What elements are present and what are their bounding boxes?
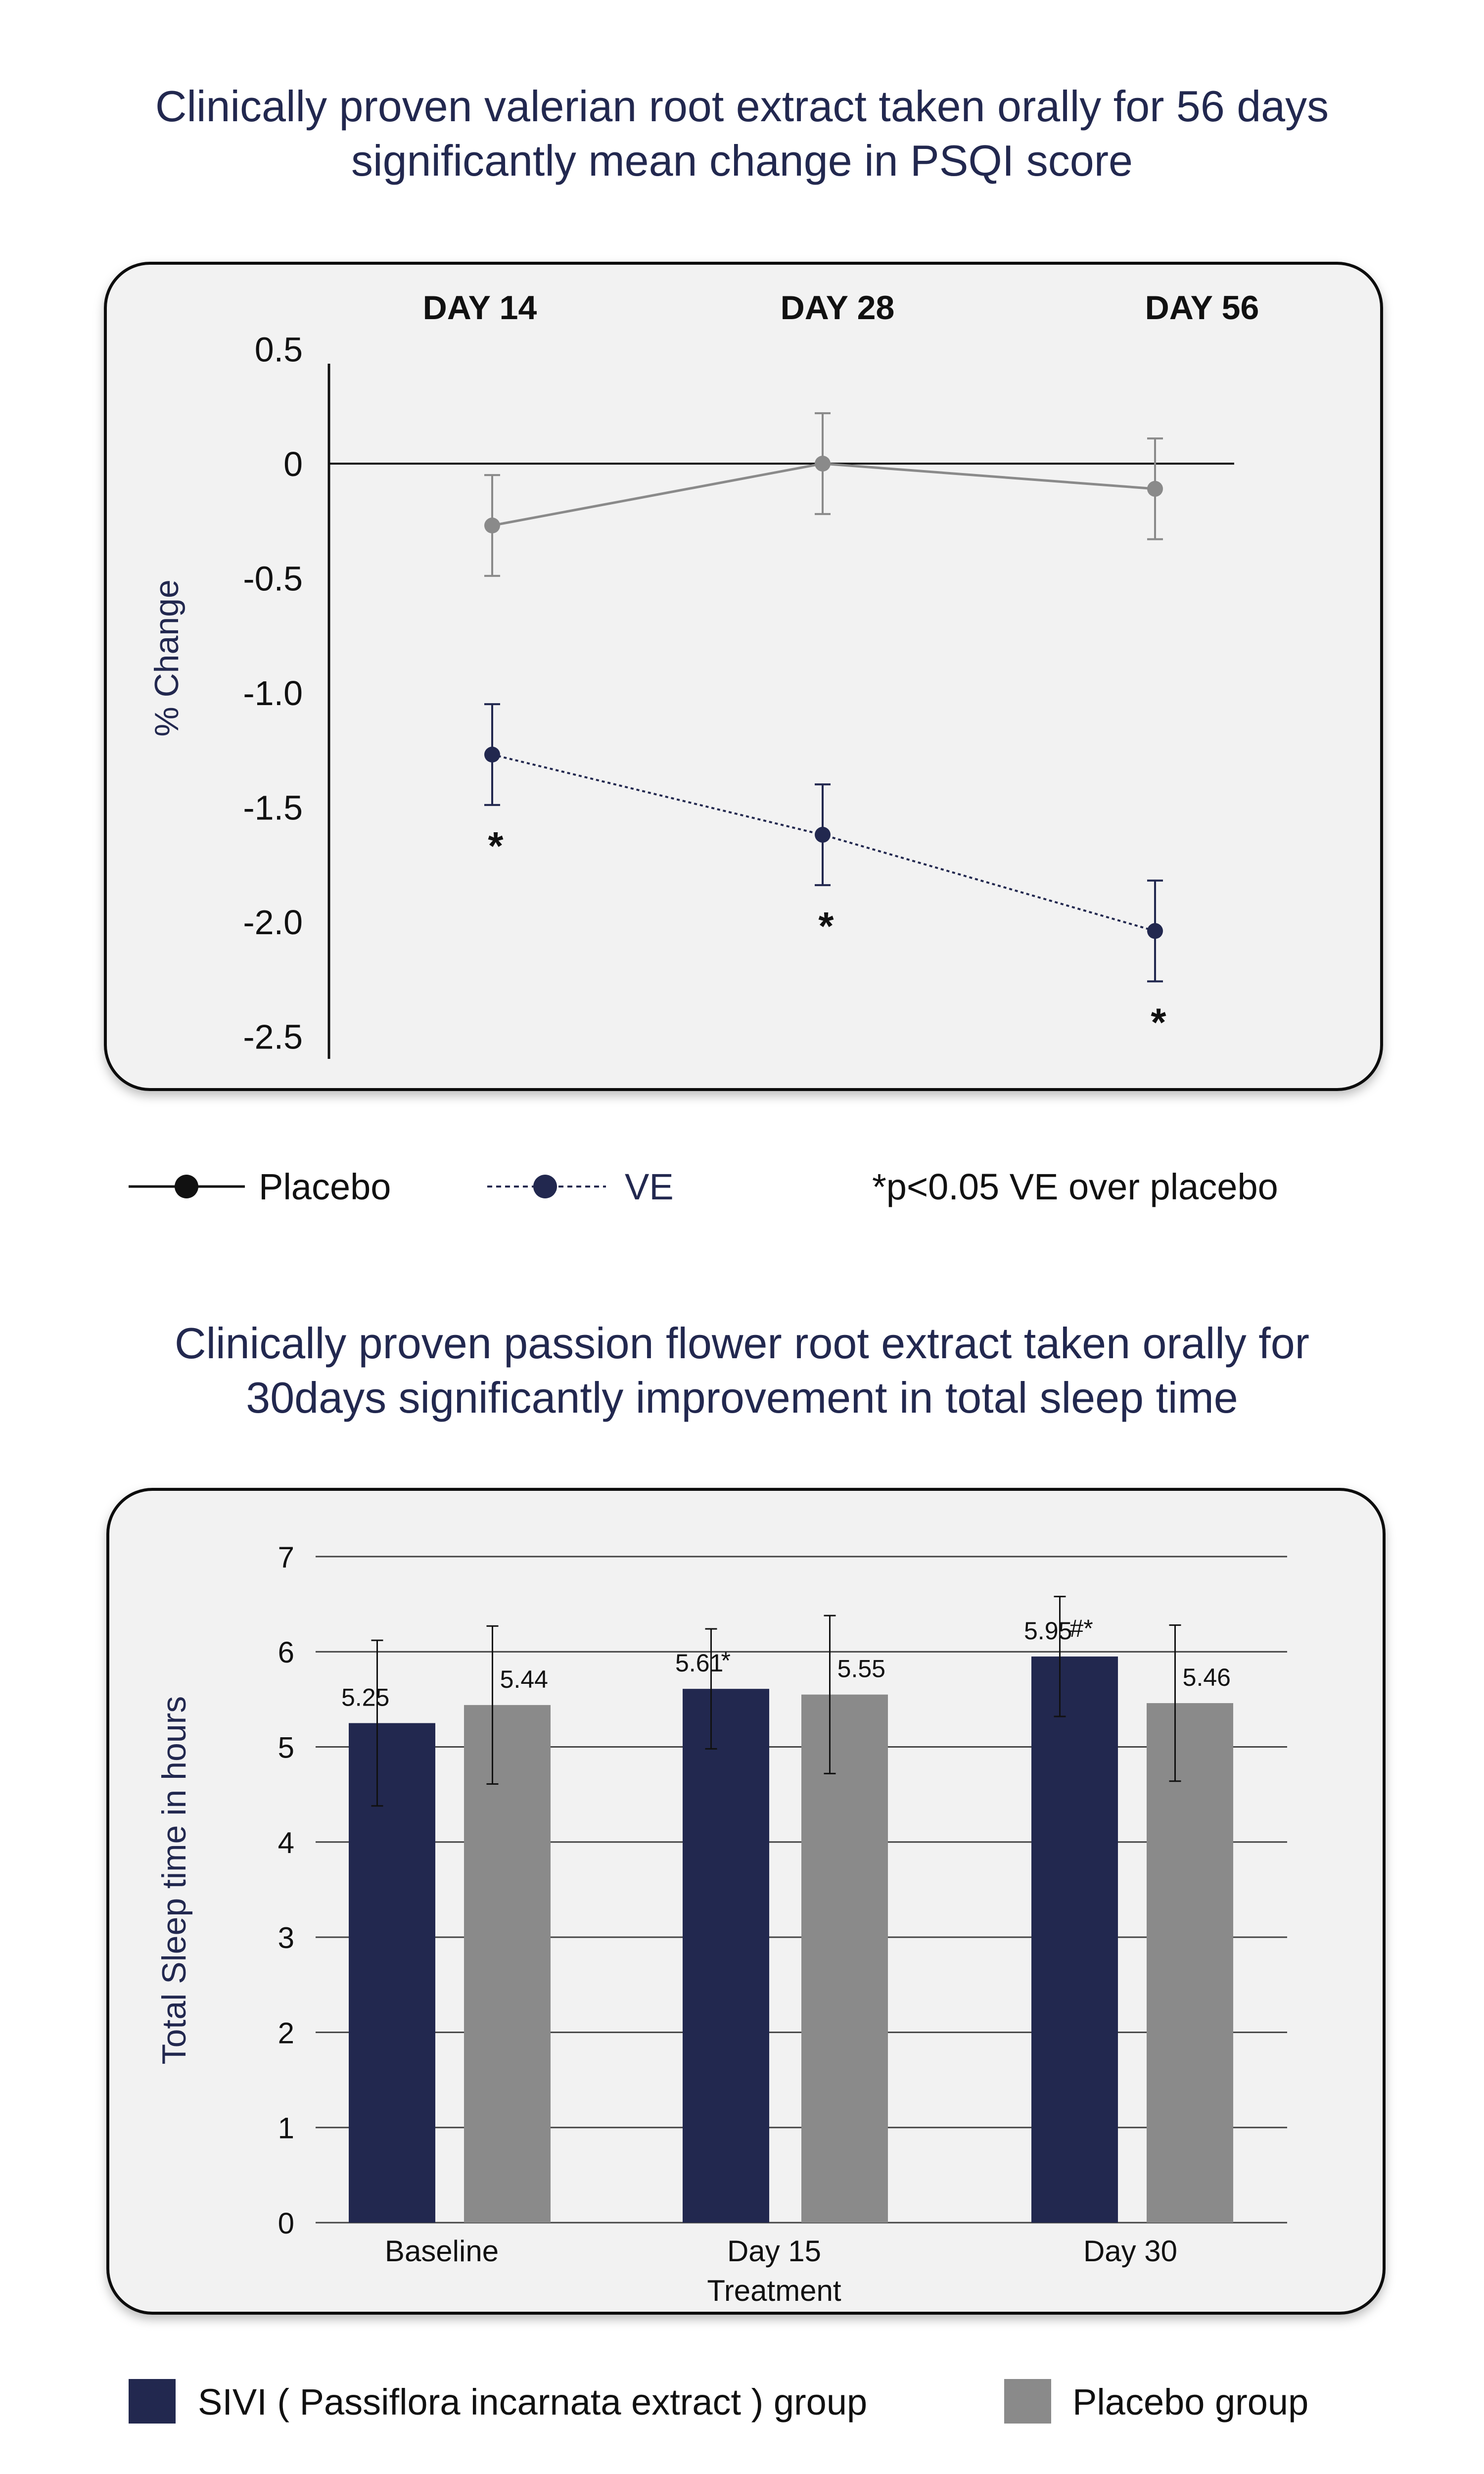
significance-marker: *: [488, 824, 504, 868]
significance-marker: #*: [1070, 1615, 1093, 1642]
placebo-data-point: [484, 518, 500, 534]
day-14-label: DAY 14: [423, 289, 537, 327]
chart1-y-axis-label: % Change: [148, 579, 186, 737]
chart1-day-labels: DAY 14 DAY 28 DAY 56: [423, 289, 1259, 327]
chart1-title-line1: Clinically proven valerian root extract …: [155, 82, 1329, 131]
category-label: Day 30: [1083, 2235, 1177, 2268]
chart2-y-axis-label: Total Sleep time in hours: [155, 1696, 193, 2065]
ve-data-point: [1147, 923, 1163, 939]
chart1-marks: * * *: [484, 412, 1166, 1044]
y-tick-label: 4: [278, 1826, 294, 1859]
legend-sivi-label: SIVI ( Passiflora incarnata extract ) gr…: [198, 2381, 867, 2423]
legend-placebo-swatch: [1004, 2379, 1051, 2424]
chart2-x-axis-labels: Baseline Day 15 Day 30: [385, 2235, 1177, 2268]
chart2-title-line2: 30days significantly improvement in tota…: [246, 1373, 1238, 1422]
y-tick-label: -0.5: [243, 560, 303, 598]
chart1-footnote: *p<0.05 VE over placebo: [872, 1166, 1278, 1207]
chart1-title-line2: significantly mean change in PSQI score: [351, 136, 1133, 185]
placebo-bar: [1147, 1703, 1233, 2223]
chart2-marks: 5.25 5.61 5.95 5.44 5.55 5.46 * #*: [341, 1596, 1233, 2223]
legend-ve-marker: [533, 1175, 557, 1198]
sivi-bar: [1031, 1656, 1118, 2223]
y-tick-label: 0.5: [255, 331, 303, 369]
sivi-bar: [349, 1723, 435, 2223]
legend-placebo-group-label: Placebo group: [1072, 2381, 1308, 2423]
y-tick-label: 5: [278, 1731, 294, 1764]
y-tick-label: -1.5: [243, 789, 303, 827]
legend-placebo-label: Placebo: [259, 1166, 391, 1207]
legend-placebo-marker: [175, 1175, 198, 1198]
legend-ve-label: VE: [625, 1166, 674, 1207]
y-tick-label: 6: [278, 1636, 294, 1669]
y-tick-label: 3: [278, 1921, 294, 1954]
y-tick-label: -1.0: [243, 674, 303, 713]
y-tick-label: 2: [278, 2016, 294, 2049]
chart2-x-axis-label: Treatment: [707, 2274, 841, 2307]
legend-sivi-swatch: [129, 2379, 176, 2424]
category-label: Day 15: [727, 2235, 821, 2268]
y-tick-label: -2.5: [243, 1018, 303, 1056]
ve-data-point: [484, 747, 500, 763]
placebo-data-point: [815, 456, 831, 472]
significance-marker: *: [818, 904, 834, 948]
y-tick-label: 0: [278, 2207, 294, 2240]
category-label: Baseline: [385, 2235, 499, 2268]
sivi-bar: [683, 1689, 769, 2223]
y-tick-label: -2.0: [243, 903, 303, 942]
placebo-bar: [801, 1694, 888, 2223]
bar-value-label: 5.61: [675, 1649, 723, 1677]
significance-marker: *: [1151, 1000, 1166, 1044]
significance-marker: *: [721, 1647, 731, 1674]
day-56-label: DAY 56: [1145, 289, 1259, 327]
chart2-y-axis-ticks: 0 1 2 3 4 5 6 7: [278, 1541, 294, 2240]
chart1-y-axis-ticks: 0.5 0 -0.5 -1.0 -1.5 -2.0 -2.5: [243, 331, 303, 1056]
y-tick-label: 7: [278, 1541, 294, 1574]
bar-value-label: 5.95: [1024, 1617, 1072, 1645]
chart2-title-line1: Clinically proven passion flower root ex…: [175, 1319, 1309, 1368]
chart1-panel: [104, 262, 1383, 1091]
placebo-data-point: [1147, 480, 1163, 497]
ve-data-point: [815, 827, 831, 843]
placebo-bar: [464, 1705, 551, 2223]
chart1-legend: Placebo VE *p<0.05 VE over placebo: [129, 1166, 1278, 1207]
bar-value-label: 5.55: [837, 1655, 885, 1683]
bar-value-label: 5.25: [341, 1683, 389, 1711]
bar-value-label: 5.44: [500, 1665, 548, 1693]
y-tick-label: 1: [278, 2112, 294, 2145]
day-28-label: DAY 28: [781, 289, 895, 327]
bar-value-label: 5.46: [1183, 1664, 1231, 1691]
chart2-legend: SIVI ( Passiflora incarnata extract ) gr…: [129, 2379, 1308, 2424]
y-tick-label: 0: [283, 445, 303, 483]
